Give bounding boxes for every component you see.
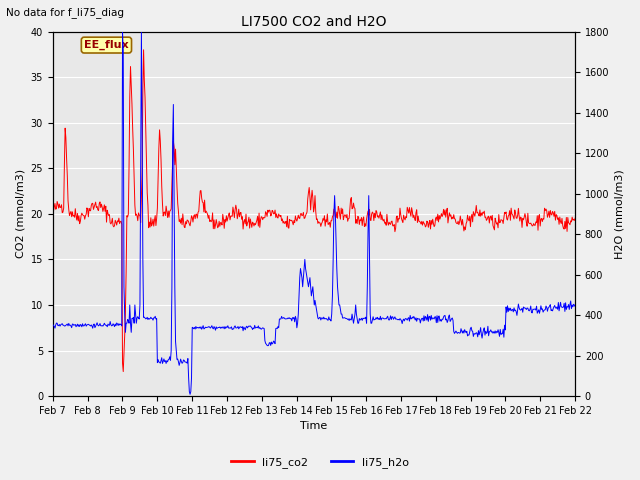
Y-axis label: H2O (mmol/m3): H2O (mmol/m3) — [615, 169, 625, 259]
Title: LI7500 CO2 and H2O: LI7500 CO2 and H2O — [241, 15, 387, 29]
Text: EE_flux: EE_flux — [84, 40, 129, 50]
X-axis label: Time: Time — [300, 421, 328, 432]
Text: No data for f_li75_diag: No data for f_li75_diag — [6, 7, 124, 18]
Y-axis label: CO2 (mmol/m3): CO2 (mmol/m3) — [15, 169, 25, 258]
Legend: li75_co2, li75_h2o: li75_co2, li75_h2o — [227, 452, 413, 472]
